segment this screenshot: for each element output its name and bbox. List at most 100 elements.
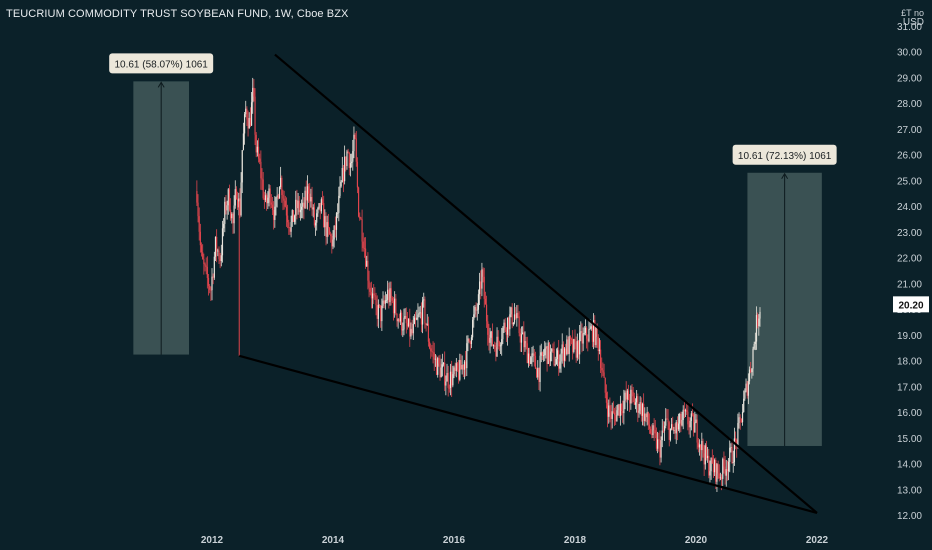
candle-body-468 bbox=[740, 418, 742, 423]
candle-body-264 bbox=[503, 322, 505, 328]
candle-body-241 bbox=[476, 309, 478, 311]
y-tick-label: 12.00 bbox=[897, 511, 922, 522]
last-price-label: 20.20 bbox=[898, 300, 923, 311]
candle-body-10 bbox=[207, 277, 210, 286]
candle-body-433 bbox=[700, 444, 702, 451]
candle-body-457 bbox=[727, 461, 730, 472]
candle-body-127 bbox=[344, 156, 346, 182]
candle-body-261 bbox=[499, 345, 502, 347]
candle-body-421 bbox=[686, 410, 688, 412]
candle-body-161 bbox=[383, 300, 385, 304]
candle-body-350 bbox=[603, 372, 605, 378]
candle-body-460 bbox=[731, 447, 733, 464]
y-tick-label: 29.00 bbox=[897, 73, 922, 84]
candle-body-469 bbox=[741, 412, 744, 423]
candle-body-282 bbox=[524, 341, 526, 348]
candle-body-210 bbox=[440, 367, 442, 378]
candle-body-72 bbox=[280, 177, 282, 188]
last-price-bg bbox=[893, 296, 929, 313]
measure-arrowhead-1 bbox=[781, 172, 789, 180]
candle-body-206 bbox=[435, 358, 438, 375]
candle-body-68 bbox=[275, 197, 277, 207]
candle-body-151 bbox=[371, 293, 374, 299]
candle-body-142 bbox=[361, 219, 363, 242]
candle-body-177 bbox=[402, 329, 404, 331]
candle-body-140 bbox=[359, 216, 361, 219]
candle-body-405 bbox=[667, 418, 669, 423]
trendline-0[interactable] bbox=[238, 354, 818, 514]
candle-body-267 bbox=[506, 317, 509, 335]
candle-body-0 bbox=[196, 191, 198, 203]
candle-body-228 bbox=[461, 364, 463, 370]
candle-body-266 bbox=[505, 329, 507, 335]
candle-body-157 bbox=[378, 304, 381, 306]
candle-body-339 bbox=[590, 326, 592, 329]
candle-body-334 bbox=[584, 327, 587, 333]
candle-body-432 bbox=[698, 444, 701, 448]
candle-body-246 bbox=[482, 269, 484, 277]
candle-body-195 bbox=[423, 299, 425, 301]
candle-body-394 bbox=[654, 430, 656, 434]
x-tick-label: 2018 bbox=[564, 535, 587, 546]
candle-body-373 bbox=[630, 389, 632, 404]
y-tick-label: 23.00 bbox=[897, 228, 922, 239]
candle-body-57 bbox=[262, 179, 264, 199]
candle-body-437 bbox=[704, 445, 706, 465]
candle-body-369 bbox=[625, 392, 627, 400]
candle-body-239 bbox=[474, 307, 476, 315]
candle-body-92 bbox=[303, 202, 305, 209]
candle-body-454 bbox=[724, 466, 726, 476]
candle-body-188 bbox=[415, 317, 417, 320]
candle-body-257 bbox=[495, 347, 497, 357]
candle-body-84 bbox=[294, 215, 296, 222]
candle-body-383 bbox=[641, 403, 644, 416]
candle-body-413 bbox=[676, 422, 678, 430]
y-tick-label: 19.00 bbox=[897, 331, 922, 342]
candle-body-465 bbox=[737, 423, 739, 447]
candle-body-299 bbox=[544, 348, 546, 356]
last-price-tag: 20.20 bbox=[893, 296, 929, 313]
candle-body-455 bbox=[725, 469, 727, 476]
candle-body-313 bbox=[560, 353, 562, 362]
candle-body-462 bbox=[733, 438, 735, 463]
candle-body-14 bbox=[212, 276, 214, 278]
candle-body-234 bbox=[468, 338, 470, 342]
candle-body-398 bbox=[659, 440, 661, 458]
candle-body-146 bbox=[366, 260, 368, 267]
candle-body-428 bbox=[694, 422, 696, 433]
candle-body-76 bbox=[284, 200, 286, 207]
candle-body-196 bbox=[424, 299, 426, 324]
candle-body-83 bbox=[292, 210, 295, 222]
candle-body-253 bbox=[490, 331, 492, 338]
candle-body-332 bbox=[582, 333, 584, 344]
y-tick-label: 22.00 bbox=[897, 254, 922, 265]
candle-body-81 bbox=[290, 222, 292, 232]
candle-body-33 bbox=[234, 189, 236, 206]
candle-body-21 bbox=[220, 255, 222, 262]
candle-body-346 bbox=[598, 349, 601, 352]
candle-body-156 bbox=[377, 304, 379, 319]
candle-body-374 bbox=[631, 389, 633, 393]
candle-body-117 bbox=[332, 239, 334, 247]
candle-body-103 bbox=[316, 213, 318, 223]
candle-body-286 bbox=[529, 353, 531, 364]
trendline-1[interactable] bbox=[274, 53, 818, 514]
candle-body-301 bbox=[546, 346, 548, 364]
candle-body-414 bbox=[677, 423, 680, 430]
candle-body-250 bbox=[487, 321, 489, 335]
candle-body-323 bbox=[572, 339, 574, 352]
candle-body-256 bbox=[494, 345, 496, 348]
candle-body-284 bbox=[526, 343, 528, 364]
candle-body-478 bbox=[752, 348, 754, 369]
y-tick-label: 16.00 bbox=[897, 408, 922, 419]
candle-body-12 bbox=[210, 289, 212, 291]
candle-body-87 bbox=[297, 200, 299, 209]
candle-body-163 bbox=[385, 299, 388, 301]
candle-body-230 bbox=[463, 361, 466, 370]
candle-body-319 bbox=[567, 339, 569, 354]
candle-body-211 bbox=[441, 364, 443, 368]
candle-body-135 bbox=[353, 134, 355, 152]
candle-body-364 bbox=[619, 403, 621, 416]
x-tick-label: 2014 bbox=[322, 535, 345, 546]
